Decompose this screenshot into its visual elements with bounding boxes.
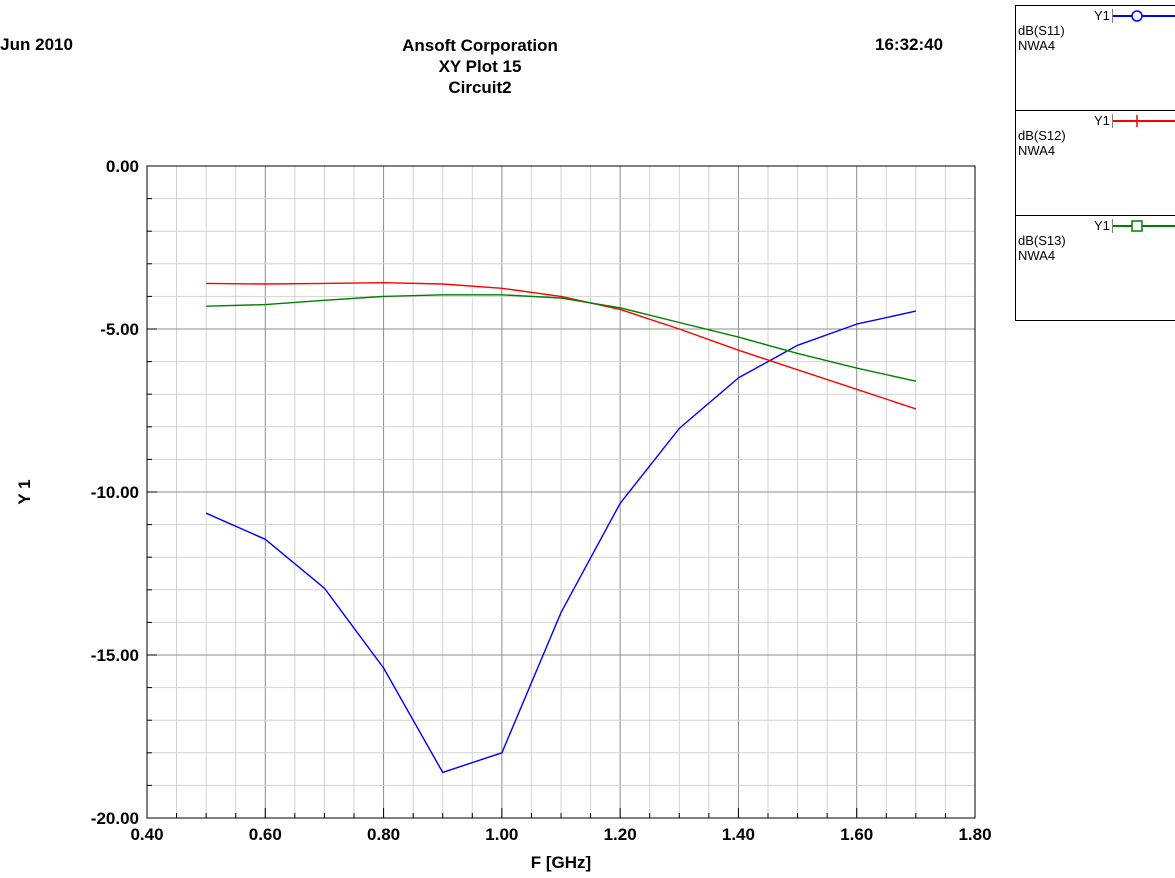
x-tick-label: 1.40	[722, 825, 755, 844]
series-line-dbs13	[206, 294, 917, 382]
legend-series-setup: NWA4	[1018, 38, 1056, 53]
legend-entry-s13[interactable]: Y1 dB(S13) NWA4	[1016, 216, 1175, 321]
legend-series-name: dB(S12)	[1018, 128, 1066, 143]
y-tick-labels: 0.00 -5.00 -10.00 -15.00 -20.00	[91, 157, 139, 828]
y-tick-label: -10.00	[91, 483, 139, 502]
x-tick-label: 1.60	[840, 825, 873, 844]
legend-axis-label: Y1	[1094, 218, 1110, 233]
legend-axis-label: Y1	[1094, 8, 1110, 23]
series-lines	[205, 282, 917, 774]
y-tick-label: -5.00	[100, 320, 139, 339]
legend-circle-marker-icon	[1112, 9, 1175, 23]
legend-series-setup: NWA4	[1018, 143, 1056, 158]
plot-time: 16:32:40	[875, 35, 944, 54]
x-tick-label: 1.20	[604, 825, 637, 844]
legend-series-name: dB(S13)	[1018, 233, 1066, 248]
x-tick-label: 1.80	[958, 825, 991, 844]
legend-entry-s12[interactable]: Y1 dB(S12) NWA4	[1016, 111, 1175, 216]
legend-cross-marker-icon	[1112, 114, 1175, 128]
plot-title-block: Ansoft Corporation XY Plot 15 Circuit2	[330, 35, 630, 98]
legend-entry-s11[interactable]: Y1 dB(S11) NWA4	[1016, 6, 1175, 111]
y-tick-label: -15.00	[91, 646, 139, 665]
legend[interactable]: Y1 dB(S11) NWA4 Y1 dB(S12) NWA4 Y1	[1015, 5, 1175, 321]
plot-name: XY Plot 15	[438, 57, 522, 76]
legend-axis-label: Y1	[1094, 113, 1110, 128]
x-tick-labels: 0.40 0.60 0.80 1.00 1.20 1.40 1.60 1.80	[130, 825, 991, 844]
y-tick-label: 0.00	[106, 157, 139, 176]
x-axis-title: F [GHz]	[531, 853, 591, 872]
x-tick-label: 0.80	[367, 825, 400, 844]
x-tick-label: 1.00	[485, 825, 518, 844]
plot-date: 3 Jun 2010	[0, 35, 73, 54]
company-name: Ansoft Corporation	[402, 36, 558, 55]
y-axis-title: Y 1	[15, 479, 34, 504]
x-tick-label: 0.60	[249, 825, 282, 844]
x-tick-label: 0.40	[130, 825, 163, 844]
plot-grid	[146, 165, 976, 819]
legend-series-name: dB(S11)	[1018, 23, 1065, 38]
circuit-name: Circuit2	[448, 78, 512, 97]
y-tick-label: -20.00	[91, 809, 139, 828]
legend-series-setup: NWA4	[1018, 248, 1056, 263]
tick-marks	[146, 165, 976, 819]
series-line-dbs11	[205, 310, 917, 774]
series-line-dbs12	[206, 282, 917, 410]
legend-square-marker-icon	[1112, 219, 1175, 233]
